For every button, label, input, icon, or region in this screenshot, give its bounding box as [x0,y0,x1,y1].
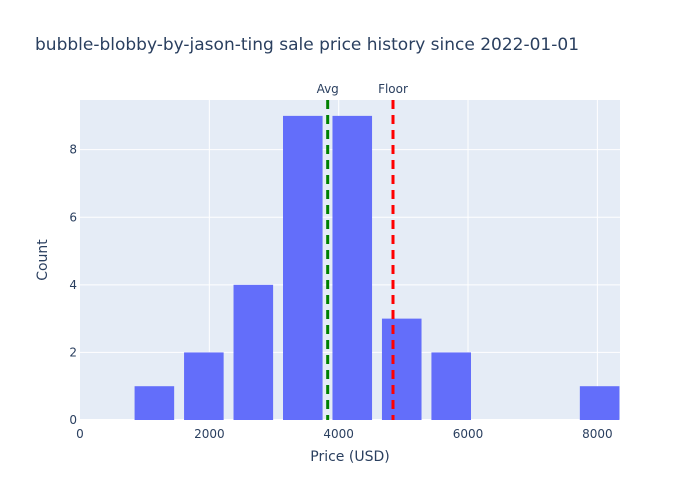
histogram-bar [381,318,422,420]
x-tick-label: 0 [76,427,84,441]
y-tick-label: 6 [69,210,77,224]
y-tick-label: 4 [69,278,77,292]
reference-line-label: Floor [378,82,408,96]
x-tick-label: 6000 [453,427,484,441]
x-tick-labels: 0 2000 4000 6000 8000 [76,427,612,441]
y-tick-label: 0 [69,413,77,427]
histogram-bar [283,115,323,421]
chart-title: bubble-blobby-by-jason-ting sale price h… [35,35,579,55]
bar-series [134,115,620,421]
histogram-bar [579,386,620,420]
y-tick-label: 8 [69,143,77,157]
x-axis-title: Price (USD) [310,449,389,465]
histogram-bar [332,115,373,421]
x-tick-label: 8000 [582,427,613,441]
x-tick-label: 4000 [323,427,354,441]
y-tick-label: 2 [69,345,77,359]
histogram-bar [134,386,175,420]
y-axis-title: Count [35,239,51,281]
y-tick-labels: 0 2 4 6 8 [69,143,77,427]
histogram-bar [233,284,274,420]
x-tick-label: 2000 [194,427,225,441]
histogram-bar [184,352,224,420]
reference-lines: Avg Floor [317,82,408,420]
histogram-bar [431,352,471,420]
reference-line-label: Avg [317,82,339,96]
